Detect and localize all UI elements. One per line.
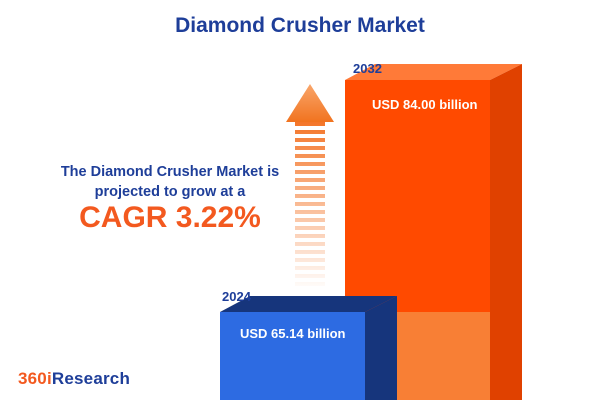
bar-2032-top-face	[345, 64, 522, 80]
value-label-2032: USD 84.00 billion	[372, 97, 478, 112]
logo-part-research: Research	[51, 369, 131, 388]
bar-2032-side-face	[490, 64, 522, 400]
annotation-line2: projected to grow at a	[94, 183, 246, 200]
arrow-shaft-stripes	[295, 122, 325, 286]
logo-part-360i: 360i	[18, 369, 52, 388]
bar-2024-front-face	[220, 312, 365, 400]
bar-2024	[220, 296, 397, 400]
category-label-2024: 2024	[222, 289, 251, 304]
arrow-up-icon	[286, 84, 334, 122]
annotation-text: The Diamond Crusher Market is projected …	[25, 163, 315, 202]
category-label-2032: 2032	[353, 61, 382, 76]
bar-2024-top-face	[220, 296, 397, 312]
value-label-2024: USD 65.14 billion	[240, 326, 346, 341]
brand-logo: 360iResearch	[18, 369, 130, 389]
cagr-text: CAGR 3.22%	[79, 201, 261, 234]
growth-arrow	[286, 84, 334, 286]
annotation-line1: The Diamond Crusher Market is	[60, 164, 280, 180]
bar-2024-side-face	[365, 296, 397, 400]
chart-title: Diamond Crusher Market	[175, 14, 425, 37]
